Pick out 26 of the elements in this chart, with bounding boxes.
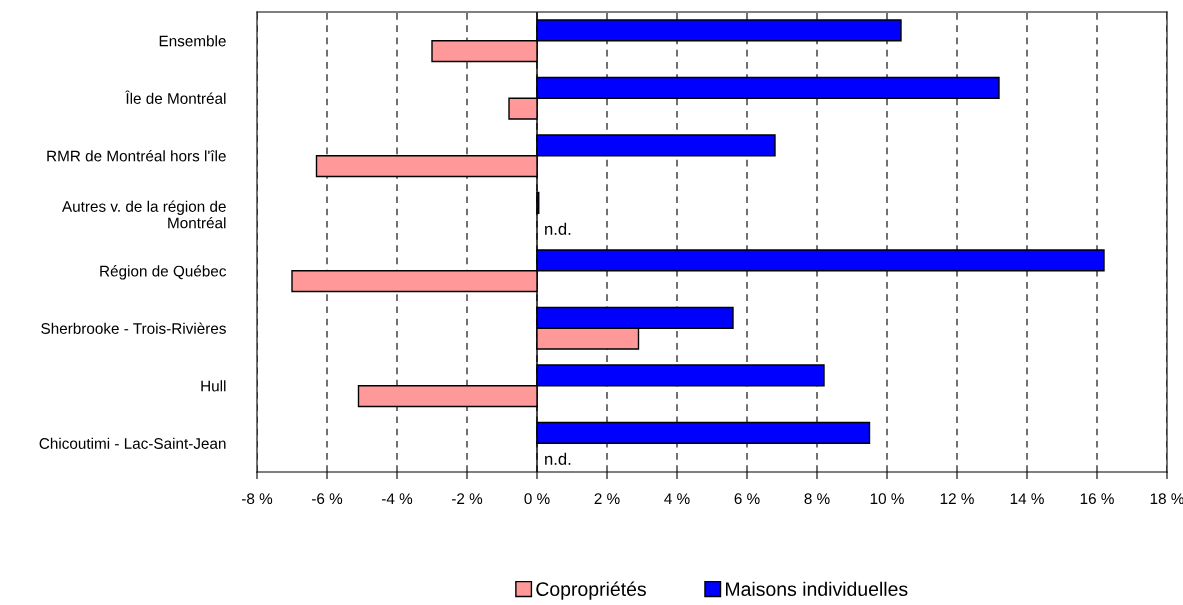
x-tick-label: 18 % <box>1150 493 1183 505</box>
y-tick-label: Chicoutimi - Lac-Saint-Jean <box>39 437 226 449</box>
x-tick-label: 4 % <box>664 493 690 504</box>
x-tick-label: 16 % <box>1080 493 1114 505</box>
y-tick-label: Région de Québec <box>100 265 227 280</box>
x-tick-label: -8 % <box>241 493 273 505</box>
y-tick-label: Hull <box>201 380 226 392</box>
y-tick-label: Autres v. de la région de Montréal <box>62 200 226 229</box>
x-tick-label: 12 % <box>940 493 974 504</box>
x-tick-label: 2 % <box>594 493 620 504</box>
x-tick-label: -4 % <box>381 493 413 504</box>
x-tick-label: -2 % <box>451 493 483 504</box>
x-tick-label: 10 % <box>870 493 904 505</box>
x-tick-label: 6 % <box>734 493 760 505</box>
x-tick-label: 14 % <box>1010 493 1044 504</box>
x-tick-label: 0 % <box>524 493 550 505</box>
legend-label: Copropriétés <box>536 581 646 600</box>
annotation: n.d. <box>545 452 571 465</box>
y-tick-label: Île de Montréal <box>125 90 226 104</box>
y-tick-label: RMR de Montréal hors l'île <box>47 150 226 162</box>
x-tick-label: 8 % <box>804 493 830 505</box>
annotation: n.d. <box>545 222 571 235</box>
y-tick-label: Sherbrooke - Trois-Rivières <box>41 322 226 334</box>
legend-label: Maisons individuelles <box>726 581 908 597</box>
y-tick-label: Ensemble <box>159 35 226 47</box>
x-tick-label: -6 % <box>311 493 343 505</box>
